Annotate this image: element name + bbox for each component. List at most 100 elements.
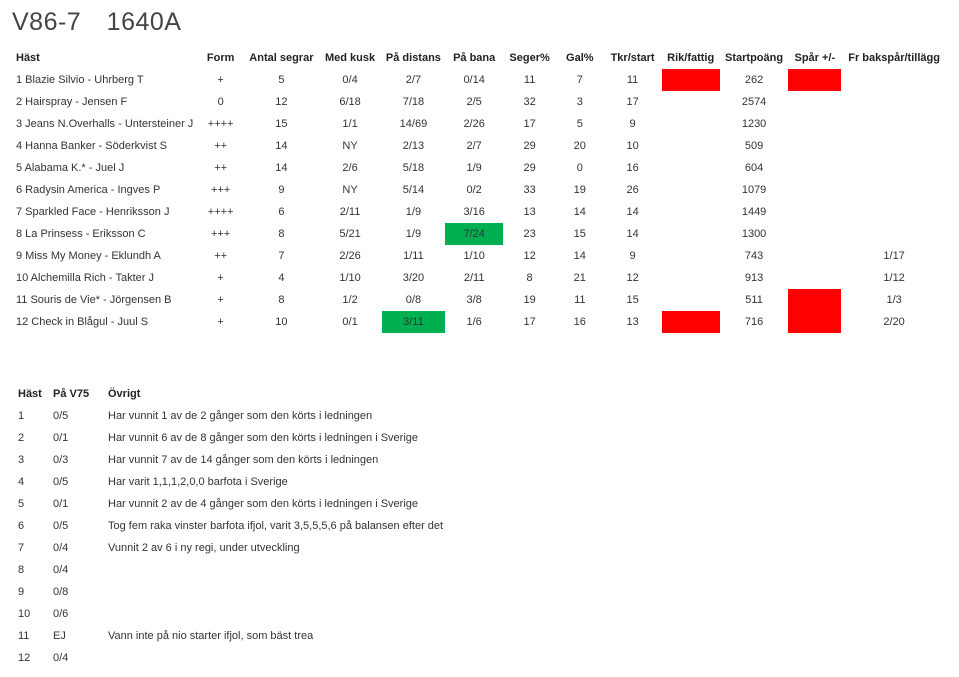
cell-seger: 13 [503,201,556,223]
cell-fr: 2/20 [841,311,947,333]
cell-distans: 7/18 [382,91,445,113]
race-code: 1640A [107,8,182,36]
cell-spar [788,289,841,311]
notes-col-pav75: På V75 [47,383,102,405]
cell-segrar: 14 [244,135,318,157]
cell-name: 11 Souris de Vie* - Jörgensen B [12,289,197,311]
cell-start: 604 [720,157,789,179]
cell-fr [841,157,947,179]
notes-cell-num: 5 [12,493,47,515]
col-bana: På bana [445,47,503,69]
cell-seger: 23 [503,223,556,245]
cell-segrar: 9 [244,179,318,201]
cell-fr [841,69,947,91]
notes-cell-num: 10 [12,603,47,625]
notes-cell-pav75: 0/4 [47,537,102,559]
page-title: V86-7 1640A [12,8,947,37]
cell-distans: 2/7 [382,69,445,91]
cell-tkr: 16 [604,157,662,179]
cell-kusk: 2/26 [318,245,381,267]
cell-spar [788,267,841,289]
cell-seger: 12 [503,245,556,267]
cell-seger: 8 [503,267,556,289]
cell-gal: 19 [556,179,604,201]
cell-start: 509 [720,135,789,157]
cell-tkr: 17 [604,91,662,113]
col-seger: Seger% [503,47,556,69]
cell-spar [788,201,841,223]
cell-bana: 3/8 [445,289,503,311]
cell-fr [841,113,947,135]
notes-cell-num: 12 [12,647,47,669]
cell-form: 0 [197,91,245,113]
cell-distans: 1/11 [382,245,445,267]
cell-fr: 1/3 [841,289,947,311]
cell-fr: 1/17 [841,245,947,267]
cell-form: ++ [197,157,245,179]
cell-form: + [197,267,245,289]
cell-fr [841,179,947,201]
notes-cell-num: 7 [12,537,47,559]
cell-kusk: NY [318,179,381,201]
cell-rik [662,311,720,333]
cell-rik [662,289,720,311]
cell-rik [662,223,720,245]
cell-rik [662,135,720,157]
notes-cell-text [102,647,947,669]
notes-cell-pav75: 0/1 [47,427,102,449]
cell-segrar: 15 [244,113,318,135]
notes-cell-pav75: 0/6 [47,603,102,625]
cell-rik [662,245,720,267]
table-row: 11 Souris de Vie* - Jörgensen B+81/20/83… [12,289,947,311]
cell-form: + [197,311,245,333]
cell-name: 7 Sparkled Face - Henriksson J [12,201,197,223]
col-start: Startpoäng [720,47,789,69]
notes-row: 80/4 [12,559,947,581]
notes-cell-num: 2 [12,427,47,449]
cell-rik [662,157,720,179]
cell-bana: 2/26 [445,113,503,135]
cell-spar [788,69,841,91]
cell-start: 1300 [720,223,789,245]
cell-kusk: 1/2 [318,289,381,311]
cell-start: 511 [720,289,789,311]
cell-name: 8 La Prinsess - Eriksson C [12,223,197,245]
notes-cell-pav75: 0/5 [47,515,102,537]
notes-cell-num: 3 [12,449,47,471]
notes-cell-num: 9 [12,581,47,603]
cell-form: ++ [197,245,245,267]
cell-form: +++ [197,223,245,245]
notes-row: 70/4Vunnit 2 av 6 i ny regi, under utvec… [12,537,947,559]
notes-row: 11EJVann inte på nio starter ifjol, som … [12,625,947,647]
cell-name: 6 Radysin America - Ingves P [12,179,197,201]
cell-seger: 32 [503,91,556,113]
cell-seger: 29 [503,157,556,179]
notes-cell-pav75: EJ [47,625,102,647]
cell-rik [662,91,720,113]
cell-distans: 3/20 [382,267,445,289]
main-table: Häst Form Antal segrar Med kusk På dista… [12,47,947,333]
cell-tkr: 11 [604,69,662,91]
notes-cell-text: Har vunnit 1 av de 2 gånger som den kört… [102,405,947,427]
cell-form: + [197,69,245,91]
notes-header-row: Häst På V75 Övrigt [12,383,947,405]
cell-kusk: NY [318,135,381,157]
cell-distans: 3/11 [382,311,445,333]
cell-fr: 1/12 [841,267,947,289]
notes-cell-text: Har vunnit 6 av de 8 gånger som den kört… [102,427,947,449]
notes-cell-num: 11 [12,625,47,647]
cell-gal: 20 [556,135,604,157]
table-row: 6 Radysin America - Ingves P+++9NY5/140/… [12,179,947,201]
cell-seger: 33 [503,179,556,201]
notes-cell-text: Vunnit 2 av 6 i ny regi, under utvecklin… [102,537,947,559]
col-tkr: Tkr/start [604,47,662,69]
notes-cell-pav75: 0/8 [47,581,102,603]
cell-bana: 2/7 [445,135,503,157]
cell-seger: 17 [503,311,556,333]
table-row: 8 La Prinsess - Eriksson C+++85/211/97/2… [12,223,947,245]
cell-start: 1079 [720,179,789,201]
cell-tkr: 10 [604,135,662,157]
table-row: 1 Blazie Silvio - Uhrberg T+50/42/70/141… [12,69,947,91]
notes-row: 60/5Tog fem raka vinster barfota ifjol, … [12,515,947,537]
table-row: 3 Jeans N.Overhalls - Untersteiner J++++… [12,113,947,135]
